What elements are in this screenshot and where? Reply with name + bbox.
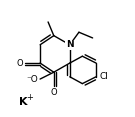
Text: N: N [66,40,74,49]
Text: ⁻O: ⁻O [27,75,38,84]
Text: O: O [17,59,23,68]
Text: Cl: Cl [99,72,108,81]
Text: +: + [26,93,33,102]
Text: O: O [50,88,57,97]
Text: K: K [19,97,27,107]
